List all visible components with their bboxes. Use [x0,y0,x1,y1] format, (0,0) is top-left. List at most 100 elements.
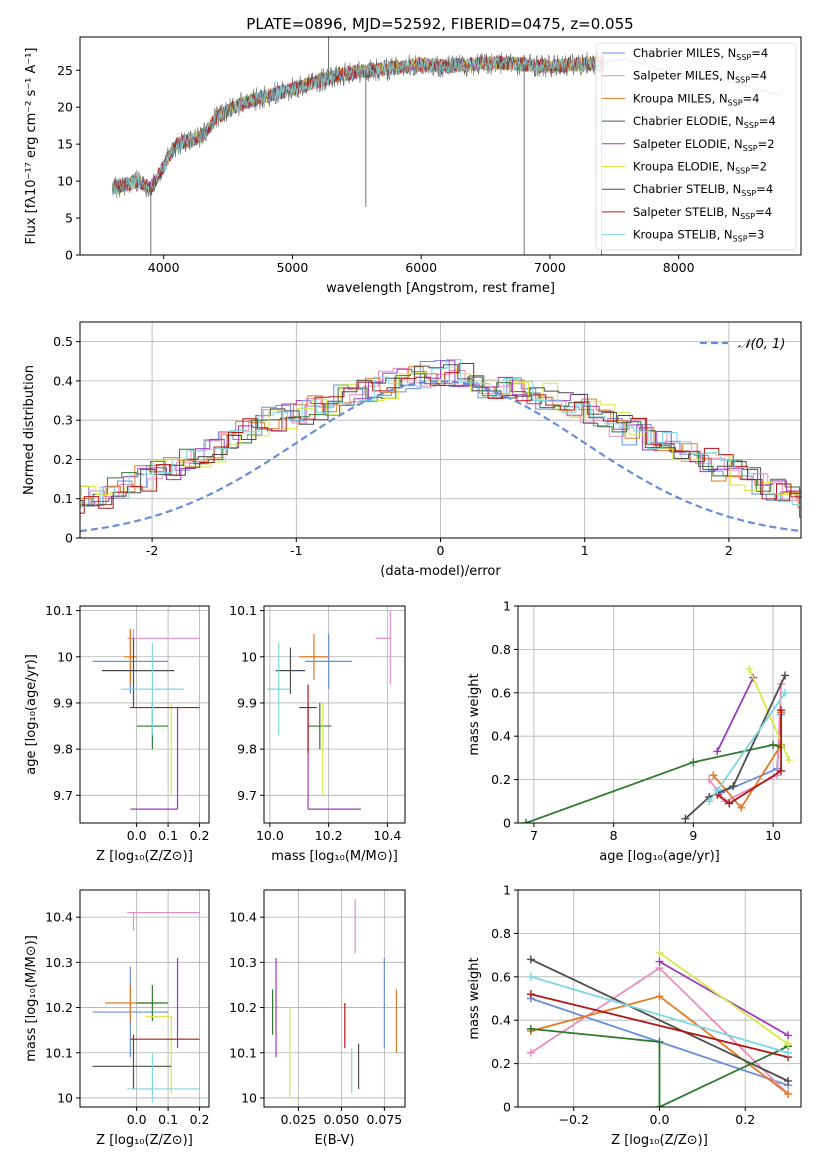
mass_vs_ebv-ytick-label: 10.4 [229,910,257,925]
spectrum-xtick-label: 8000 [663,260,695,275]
age_vs_Z-frame [79,605,210,824]
massweight_vs_age-ytick-label: 0.8 [491,642,511,657]
massweight_vs_age-ytick-label: 1 [503,599,511,614]
age_vs_Z-panel: 0.0 0.1 0.2 9.7 9.8 9.9 10 10.1 Z [log₁₀(Z/Z⊙)] a… [24,603,210,864]
residuals-ytick-label: 0 [65,531,73,546]
massweight_vs_Z-panel: −0.2 0.0 0.2 0 0.2 0.4 0.6 0.8 1 Z [log₁₀(Z/Z⊙)] m… [467,883,802,1148]
mass_vs_ebv-xtick-label: 0.025 [280,1112,316,1127]
weight-point-marker [737,803,746,812]
residual-histogram-step [80,364,801,507]
massweight_vs_Z-ytick-label: 0.4 [491,1013,511,1028]
spectrum-plot-area [111,37,782,255]
massweight_vs_age-panel: 7 8 9 10 0 0.2 0.4 0.6 0.8 1 age [log₁₀(age/yr)] ma… [467,599,802,864]
mass_vs_ebv-xlabel: E(B-V) [314,1133,354,1148]
legend-count: =2 [750,160,767,174]
spectrum-xlabel: wavelength [Angstrom, rest frame] [326,281,555,296]
weight-series-line [530,993,789,1058]
weight-series-line [530,958,789,1082]
weight-point-marker [777,706,786,715]
massweight_vs_age-ytick-label: 0.4 [491,729,511,744]
weight-point-marker [526,1048,535,1057]
residual-histogram-step [80,360,801,517]
mass_vs_Z-frame [79,889,210,1108]
mass_vs_Z-ytick-label: 10.3 [45,955,73,970]
weight-point-marker [784,1048,793,1057]
mass_vs_ebv-ytick-label: 10.1 [229,1045,257,1060]
age_vs_Z-ytick-label: 9.7 [53,788,73,803]
legend-entry: Kroupa MILES, NSSP=4 [633,91,759,107]
legend-entry: 𝒩(0, 1) [738,337,785,352]
weight-point-marker [655,1103,664,1107]
residuals-plot-area [80,359,801,533]
mass_vs_Z-ylabel: mass [log₁₀(M/M⊙)] [24,935,39,1062]
age_vs_mass-xtick-label: 10.0 [256,828,284,843]
legend-count: =4 [750,69,767,83]
mass_vs_Z-ytick-label: 10.1 [45,1045,73,1060]
legend-text: Salpeter MILES, N [633,69,735,83]
age_vs_mass-panel: 10.0 10.2 10.4 9.7 9.8 9.9 10 10.1 mass [log₁₀(M… [229,603,406,864]
legend-count: =4 [743,91,760,105]
residuals-ylabel: Normed distribution [22,365,37,495]
weight-point-marker [526,990,535,999]
mass_vs_Z-xtick-label: 0.0 [127,1112,147,1127]
age_vs_mass-ytick-label: 9.8 [237,742,257,757]
weight-point-marker [784,1076,793,1085]
massweight_vs_age-xtick-label: 10 [765,828,781,843]
spectrum-ytick-label: 25 [57,63,73,78]
legend-count: =4 [759,114,776,128]
residuals-xtick-label: -1 [290,543,302,558]
residuals-ytick-label: 0.4 [53,373,73,388]
massweight_vs_Z-ytick-label: 0.8 [491,926,511,941]
weight-point-marker [681,814,690,823]
weight-point-marker [655,992,664,1001]
spectrum-ytick-label: 0 [65,248,73,263]
legend-entry: Salpeter STELIB, NSSP=4 [633,205,772,221]
legend-entry: Salpeter ELODIE, NSSP=2 [633,137,775,153]
weight-point-marker [526,1024,535,1033]
spectrum-xtick-label: 7000 [534,260,566,275]
age_vs_mass-ytick-label: 10.1 [229,603,257,618]
residuals-legend: 𝒩(0, 1) [700,337,785,352]
legend-subscript: SSP [735,167,750,176]
residuals-ytick-label: 0.1 [53,491,73,506]
massweight_vs_age-plot-area [521,664,794,823]
residuals-ytick-label: 0.2 [53,452,73,467]
residuals-xtick-label: 1 [581,543,589,558]
age_vs_Z-ytick-label: 10 [57,649,73,664]
residuals-xtick-label: 0 [437,543,445,558]
massweight_vs_age-xtick-label: 8 [610,828,618,843]
massweight_vs_Z-plot-area [526,948,793,1107]
weight-series-line [530,975,789,1054]
legend-count: =4 [751,46,768,60]
weight-point-marker [781,671,790,680]
age_vs_Z-xtick-label: 0.2 [190,828,210,843]
legend-subscript: SSP [733,235,748,244]
mass_vs_Z-ytick-label: 10 [57,1090,73,1105]
spectrum-ytick-label: 10 [57,174,73,189]
residuals-panel: -2 -1 0 1 2 0 0.1 0.2 0.3 0.4 0.5 (data-model)/erro… [22,321,802,579]
massweight_vs_age-ytick-label: 0.2 [491,772,511,787]
normal-reference-curve [80,380,801,533]
massweight_vs_Z-xtick-label: 0.0 [650,1112,670,1127]
mass_vs_ebv-xtick-label: 0.075 [366,1112,402,1127]
age_vs_Z-ytick-label: 9.8 [53,742,73,757]
weight-point-marker [784,1089,793,1098]
age_vs_mass-ytick-label: 9.7 [237,788,257,803]
age_vs_Z-ytick-label: 10.1 [45,603,73,618]
mass_vs_Z-plot-area [92,912,200,1103]
legend-text: Kroupa STELIB, N [633,228,733,242]
spectrum-panel: 4000 5000 6000 7000 8000 0 5 10 15 20 25 wavelength… [24,36,802,296]
spectrum-ytick-label: 15 [57,137,73,152]
mass_vs_ebv-frame [263,889,406,1108]
massweight_vs_Z-ytick-label: 0 [503,1100,511,1115]
residual-histogram-step [80,363,801,514]
legend-text: Salpeter ELODIE, N [633,137,743,151]
age_vs_mass-ytick-label: 9.9 [237,695,257,710]
massweight_vs_age-xtick-label: 9 [689,828,697,843]
spectrum-xtick-label: 4000 [148,260,180,275]
legend-text: Kroupa ELODIE, N [633,160,735,174]
residuals-xtick-label: 2 [725,543,733,558]
mass_vs_Z-panel: 0.0 0.1 0.2 10 10.1 10.2 10.3 10.4 Z [log₁₀(Z/Z⊙… [24,889,210,1148]
